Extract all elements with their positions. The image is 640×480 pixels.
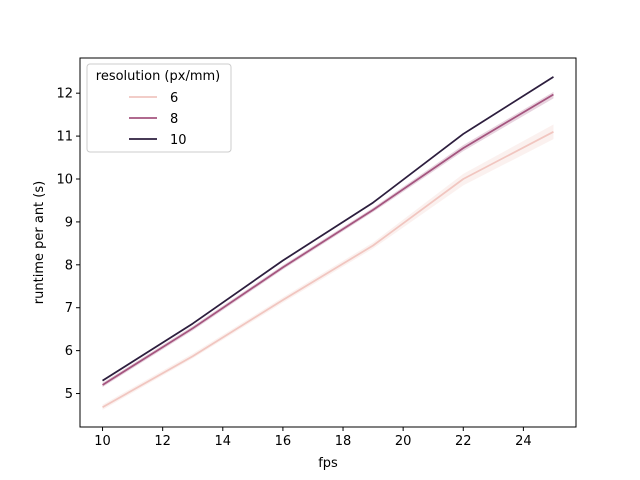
x-tick-label: 18 (335, 434, 352, 449)
series-line-0 (102, 131, 554, 409)
y-tick-label: 10 (56, 172, 73, 187)
y-tick-label: 6 (65, 344, 73, 359)
series-lines (102, 76, 554, 409)
plot-frame (79, 57, 577, 428)
legend-title: resolution (px/mm) (96, 69, 220, 84)
x-tick-label: 16 (275, 434, 292, 449)
x-tick-label: 20 (395, 434, 412, 449)
y-tick-label: 9 (65, 215, 73, 230)
legend-box (86, 63, 232, 153)
y-tick-label: 12 (56, 87, 73, 102)
y-tick-label: 7 (65, 301, 73, 316)
series-line-2 (102, 76, 554, 382)
y-axis-label: runtime per ant (s) (32, 181, 47, 304)
series-line-1 (102, 93, 554, 386)
legend: resolution (px/mm) 6 8 10 (86, 63, 232, 153)
x-tick-label: 14 (215, 434, 232, 449)
legend-label-2: 10 (170, 133, 187, 148)
x-tick-label: 22 (455, 434, 472, 449)
legend-label-1: 8 (170, 112, 178, 127)
y-tick-label: 11 (56, 130, 73, 145)
y-tick-label: 8 (65, 258, 73, 273)
x-tick-label: 12 (154, 434, 171, 449)
legend-label-0: 6 (170, 91, 178, 106)
x-axis-label: fps (318, 456, 338, 471)
x-axis-ticks: 10 12 14 16 18 20 22 24 (94, 427, 532, 449)
y-tick-label: 5 (65, 387, 73, 402)
x-tick-label: 24 (515, 434, 532, 449)
y-axis-ticks: 5 6 7 8 9 10 11 12 (56, 87, 80, 402)
x-tick-label: 10 (94, 434, 111, 449)
legend-items: 6 8 10 (129, 91, 187, 148)
